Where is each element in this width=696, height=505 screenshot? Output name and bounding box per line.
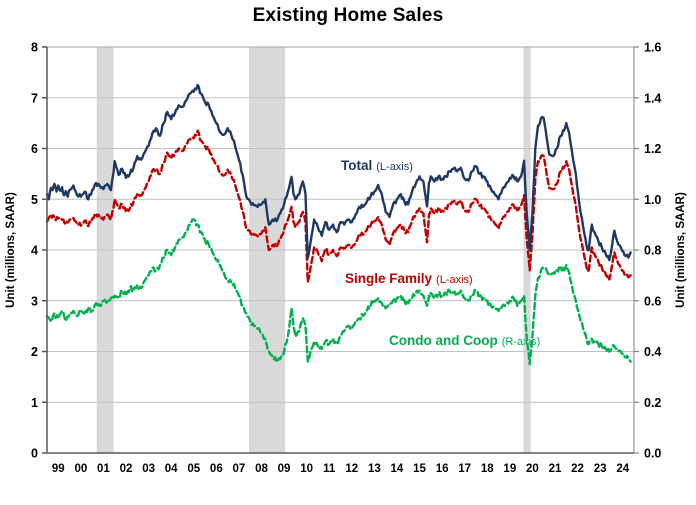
right-axis-tick-label: 0.4 bbox=[644, 345, 661, 359]
total-series-label: Total (L-axis) bbox=[341, 158, 413, 173]
condo-and-coop-series-line bbox=[45, 218, 632, 366]
right-axis-tick-label: 1.4 bbox=[644, 91, 661, 105]
right-axis-tick-label: 0.8 bbox=[644, 244, 661, 258]
x-axis-year-label: 16 bbox=[436, 463, 449, 475]
x-axis-year-label: 00 bbox=[74, 463, 87, 475]
x-axis-year-label: 99 bbox=[52, 463, 65, 475]
x-axis-year-label: 06 bbox=[210, 463, 223, 475]
x-axis-year-label: 10 bbox=[300, 463, 313, 475]
total-series-line bbox=[45, 83, 632, 262]
x-axis-year-label: 12 bbox=[345, 463, 358, 475]
left-axis-tick-label: 2 bbox=[31, 345, 38, 359]
right-axis-title: Unit (millions, SAAR) bbox=[675, 192, 687, 308]
x-axis-year-label: 23 bbox=[594, 463, 607, 475]
right-axis-tick-label: 1.2 bbox=[644, 142, 661, 156]
chart-title: Existing Home Sales bbox=[252, 5, 444, 26]
x-axis-year-label: 24 bbox=[616, 463, 629, 475]
x-axis-year-label: 11 bbox=[323, 463, 336, 475]
right-axis-tick-label: 1.6 bbox=[644, 41, 661, 55]
x-axis-year-label: 09 bbox=[278, 463, 291, 475]
left-axis-tick-label: 8 bbox=[31, 41, 38, 55]
right-axis-tick-label: 0.6 bbox=[644, 294, 661, 308]
left-axis-tick-label: 4 bbox=[31, 244, 38, 258]
left-axis-tick-label: 0 bbox=[31, 447, 38, 461]
x-axis-year-label: 20 bbox=[526, 463, 539, 475]
single-family-series-label: Single Family (L-axis) bbox=[345, 271, 473, 286]
x-axis-year-label: 01 bbox=[97, 463, 110, 475]
x-axis-year-label: 15 bbox=[413, 463, 426, 475]
x-axis-year-label: 22 bbox=[571, 463, 584, 475]
x-axis-year-label: 08 bbox=[255, 463, 268, 475]
left-axis-tick-label: 7 bbox=[31, 91, 38, 105]
left-axis-tick-label: 6 bbox=[31, 142, 38, 156]
right-axis-tick-label: 0.2 bbox=[644, 396, 661, 410]
x-axis-year-label: 02 bbox=[120, 463, 133, 475]
right-axis-tick-label: 1.0 bbox=[644, 193, 661, 207]
left-axis-tick-label: 3 bbox=[31, 294, 38, 308]
condo-and-coop-series-label: Condo and Coop (R-axis) bbox=[389, 333, 540, 348]
x-axis-year-label: 13 bbox=[368, 463, 381, 475]
x-axis-year-label: 07 bbox=[233, 463, 246, 475]
x-axis-year-label: 19 bbox=[503, 463, 516, 475]
left-axis-tick-label: 5 bbox=[31, 193, 38, 207]
x-axis-year-label: 18 bbox=[481, 463, 494, 475]
right-axis-tick-label: 0.0 bbox=[644, 447, 661, 461]
x-axis-year-label: 14 bbox=[391, 463, 404, 475]
single-family-series-line bbox=[45, 129, 632, 284]
x-axis-year-label: 05 bbox=[187, 463, 200, 475]
left-axis-tick-label: 1 bbox=[31, 396, 38, 410]
left-axis-title: Unit (millions, SAAR) bbox=[5, 192, 17, 308]
x-axis-year-label: 03 bbox=[142, 463, 155, 475]
x-axis-year-label: 04 bbox=[165, 463, 178, 475]
x-axis-year-label: 17 bbox=[458, 463, 471, 475]
x-axis-year-label: 21 bbox=[549, 463, 562, 475]
